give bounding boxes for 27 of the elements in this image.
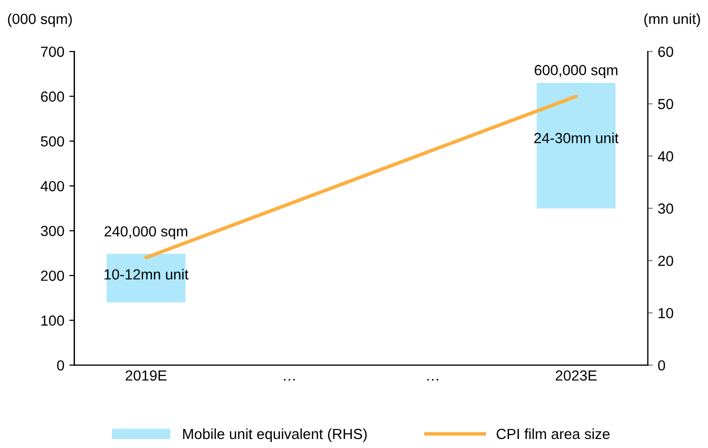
- y-tick-label: 400: [40, 181, 64, 192]
- y-tick-label: 600: [41, 91, 64, 102]
- annotation: 240,000 sqm: [104, 226, 188, 240]
- annotation: 600,000 sqm: [534, 64, 618, 78]
- y-tick-label: 700: [41, 46, 64, 57]
- y2-tick-label: 10: [658, 308, 674, 318]
- y2-tick-label: 30: [658, 203, 674, 214]
- y-tick-label: 300: [40, 226, 64, 236]
- y-axis-title: (000 sqm): [8, 13, 72, 27]
- y2-tick-label: 20: [658, 256, 674, 266]
- y2-tick-label: 60: [658, 46, 674, 57]
- x-tick-label: 2019E: [126, 370, 166, 381]
- y2-tick-label: 0: [658, 360, 666, 371]
- y2-tick-label: 50: [658, 98, 674, 110]
- y-tick-label: 0: [57, 360, 64, 371]
- x-tick-label: …: [284, 378, 295, 381]
- y-tick-label: 100: [41, 315, 64, 326]
- annotation: 10-12mn unit: [104, 268, 188, 280]
- y2-tick-label: 40: [658, 151, 674, 162]
- annotation: 24-30mn unit: [534, 132, 619, 144]
- x-tick-label: …: [427, 378, 438, 381]
- legend-label: CPI film area size: [496, 428, 610, 440]
- x-tick-label: 2023E: [556, 370, 597, 381]
- y2-axis-title: (mn unit): [644, 13, 700, 27]
- y-tick-label: 500: [40, 136, 64, 147]
- y-tick-label: 200: [41, 270, 64, 281]
- legend-label: Mobile unit equivalent (RHS): [183, 428, 367, 442]
